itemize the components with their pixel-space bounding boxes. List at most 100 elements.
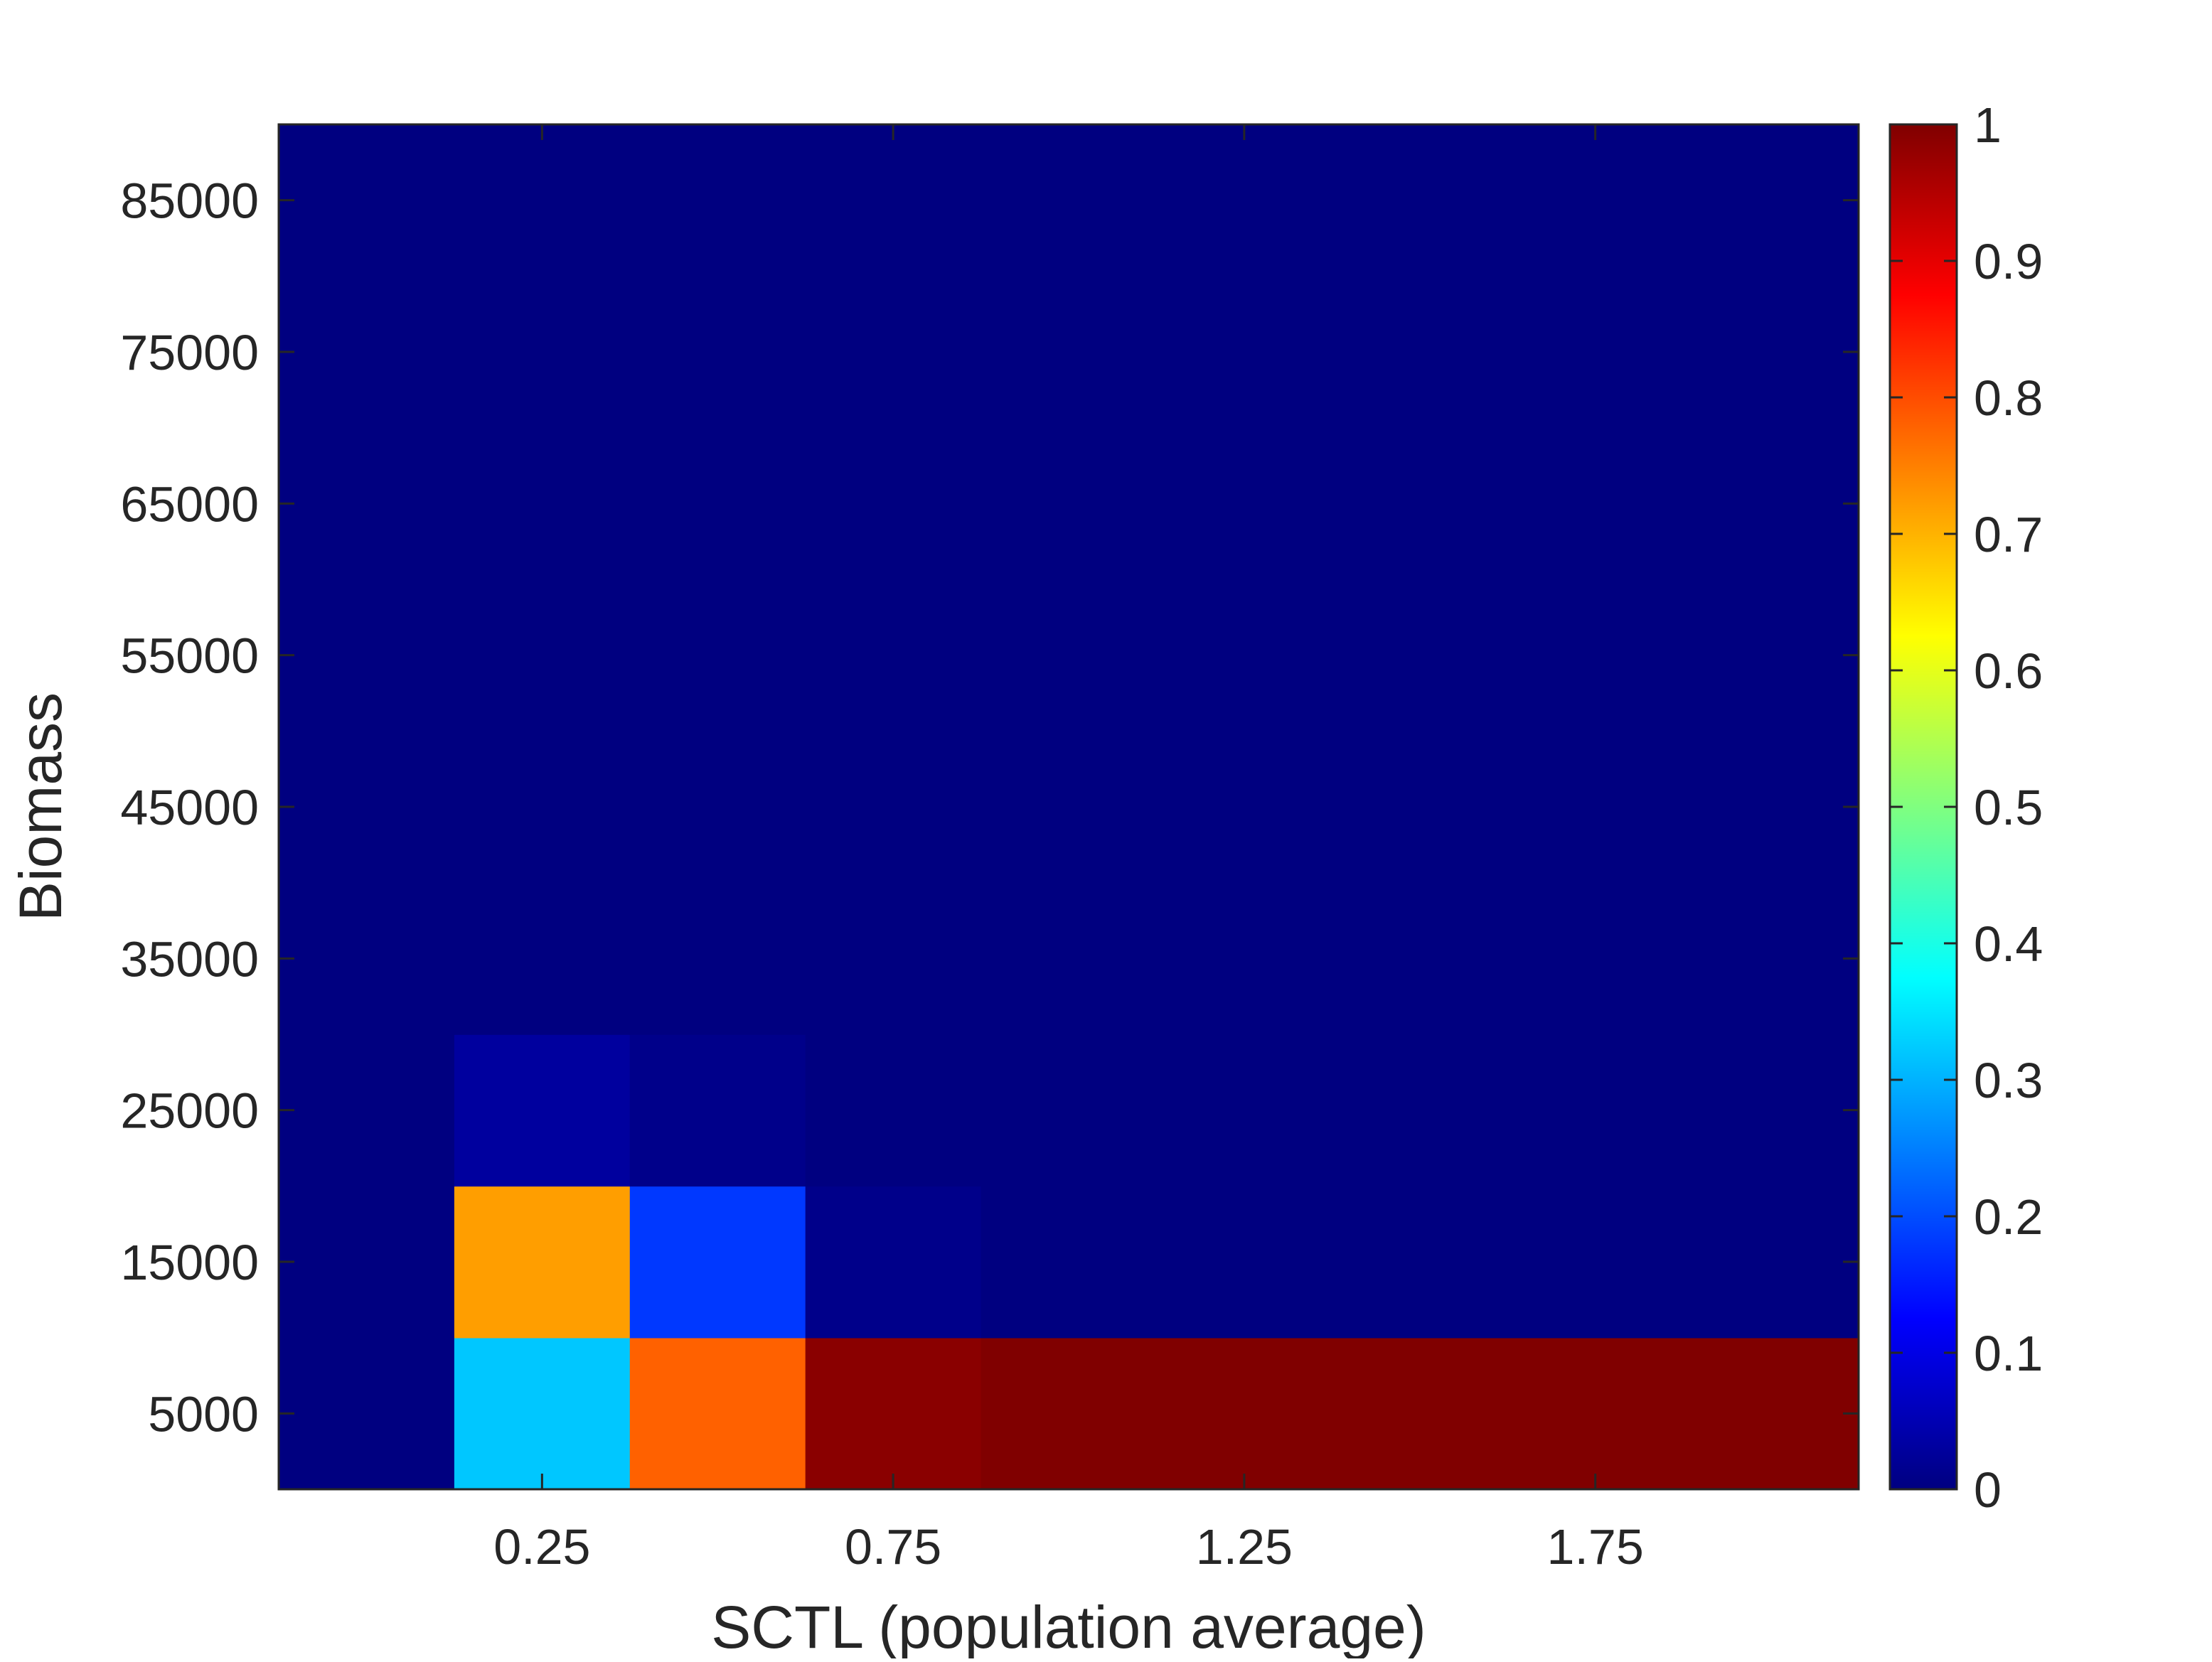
colorbar-tick-label: 0.6: [1974, 643, 2043, 699]
colorbar-tick-label: 0.9: [1974, 234, 2043, 289]
x-tick-label: 1.75: [1547, 1519, 1644, 1575]
heatmap-cell: [805, 579, 982, 732]
heatmap-cell: [1507, 427, 1684, 580]
heatmap-cell: [1156, 731, 1333, 884]
heatmap-cell: [1332, 124, 1509, 277]
heatmap-cell: [981, 124, 1158, 277]
heatmap-cell: [279, 579, 455, 732]
colorbar-tick-label: 0: [1974, 1462, 2002, 1518]
y-tick-label: 55000: [120, 628, 259, 684]
heatmap-cell: [629, 124, 806, 277]
heatmap-cell: [805, 1186, 982, 1339]
heatmap-cell: [454, 124, 631, 277]
y-tick-label: 25000: [120, 1083, 259, 1139]
heatmap-cell: [629, 276, 806, 429]
heatmap-cell: [1507, 1034, 1684, 1187]
heatmap-cell: [1156, 124, 1333, 277]
heatmap-cell: [981, 276, 1158, 429]
heatmap-cell: [279, 427, 455, 580]
x-tick-label: 0.75: [845, 1519, 941, 1575]
heatmap-cell: [1507, 579, 1684, 732]
y-tick-label: 75000: [120, 325, 259, 380]
heatmap-cell: [279, 1034, 455, 1187]
heatmap-cell: [805, 124, 982, 277]
heatmap-cell: [1156, 427, 1333, 580]
colorbar-tick-label: 0.3: [1974, 1053, 2043, 1108]
heatmap-cell: [1156, 1034, 1333, 1187]
heatmap-cell: [629, 579, 806, 732]
colorbar-tick-label: 0.8: [1974, 370, 2043, 426]
heatmap-cell: [981, 1337, 1158, 1490]
heatmap-cell: [1332, 579, 1509, 732]
heatmap-cell: [1507, 276, 1684, 429]
heatmap-cell: [1156, 579, 1333, 732]
heatmap-cell: [805, 427, 982, 580]
heatmap-cell: [1683, 731, 1859, 884]
heatmap-cell: [1156, 276, 1333, 429]
colorbar-ticks: 0 0.1 0.2 0.3 0.4 0.5 0.6 0.7 0.8 0.9 1: [1890, 97, 2043, 1518]
heatmap-cell: [1683, 579, 1859, 732]
heatmap-cell: [981, 731, 1158, 884]
heatmap-cell: [454, 276, 631, 429]
colorbar-tick-label: 0.2: [1974, 1189, 2043, 1245]
heatmap-cell: [454, 731, 631, 884]
heatmap-cell: [629, 1186, 806, 1339]
heatmap-cell: [1683, 1186, 1859, 1339]
heatmap-cell: [629, 731, 806, 884]
heatmap-cell: [981, 1034, 1158, 1187]
heatmap-cell: [805, 731, 982, 884]
heatmap-cell: [981, 427, 1158, 580]
heatmap-cells: [279, 124, 1859, 1490]
y-ticks: 5000 15000 25000 35000 45000 55000 65000 75000 8…: [120, 173, 1859, 1442]
heatmap-cell: [1156, 1186, 1333, 1339]
heatmap-cell: [1683, 124, 1859, 277]
heatmap-cell: [1332, 276, 1509, 429]
heatmap-cell: [981, 1186, 1158, 1339]
heatmap-cell: [1683, 882, 1859, 1035]
heatmap-cell: [1332, 427, 1509, 580]
heatmap-cell: [1332, 731, 1509, 884]
heatmap-cell: [981, 882, 1158, 1035]
heatmap-cell: [805, 1034, 982, 1187]
heatmap-cell: [279, 731, 455, 884]
x-ticks: 0.25 0.75 1.25 1.75: [493, 124, 1644, 1575]
heatmap-cell: [1507, 124, 1684, 277]
heatmap-cell: [805, 1337, 982, 1490]
y-tick-label: 35000: [120, 931, 259, 987]
heatmap-cell: [1683, 1337, 1859, 1490]
y-tick-label: 15000: [120, 1235, 259, 1290]
heatmap-cell: [805, 276, 982, 429]
colorbar-tick-label: 0.5: [1974, 780, 2043, 835]
y-tick-label: 45000: [120, 780, 259, 835]
y-tick-label: 5000: [148, 1386, 259, 1442]
heatmap-cell: [1507, 731, 1684, 884]
heatmap-cell: [1332, 882, 1509, 1035]
heatmap-cell: [454, 1337, 631, 1490]
heatmap-cell: [1332, 1186, 1509, 1339]
heatmap-cell: [454, 882, 631, 1035]
colorbar-tick-label: 1: [1974, 97, 2002, 153]
colorbar-tick-label: 0.1: [1974, 1326, 2043, 1381]
heatmap-cell: [1156, 1337, 1333, 1490]
x-tick-label: 1.25: [1196, 1519, 1293, 1575]
heatmap-cell: [454, 579, 631, 732]
heatmap-cell: [1683, 1034, 1859, 1187]
heatmap-cell: [1507, 1186, 1684, 1339]
heatmap-cell: [1683, 276, 1859, 429]
heatmap-cell: [279, 276, 455, 429]
heatmap-cell: [629, 427, 806, 580]
colorbar-tick-label: 0.7: [1974, 507, 2043, 562]
heatmap-cell: [629, 1034, 806, 1187]
heatmap-cell: [1332, 1337, 1509, 1490]
heatmap-cell: [279, 1186, 455, 1339]
heatmap-cell: [454, 1034, 631, 1187]
heatmap-cell: [805, 882, 982, 1035]
heatmap-cell: [1683, 427, 1859, 580]
heatmap-cell: [629, 882, 806, 1035]
heatmap-cell: [279, 1337, 455, 1490]
heatmap-cell: [1332, 1034, 1509, 1187]
heatmap-cell: [1156, 882, 1333, 1035]
y-tick-label: 85000: [120, 173, 259, 229]
